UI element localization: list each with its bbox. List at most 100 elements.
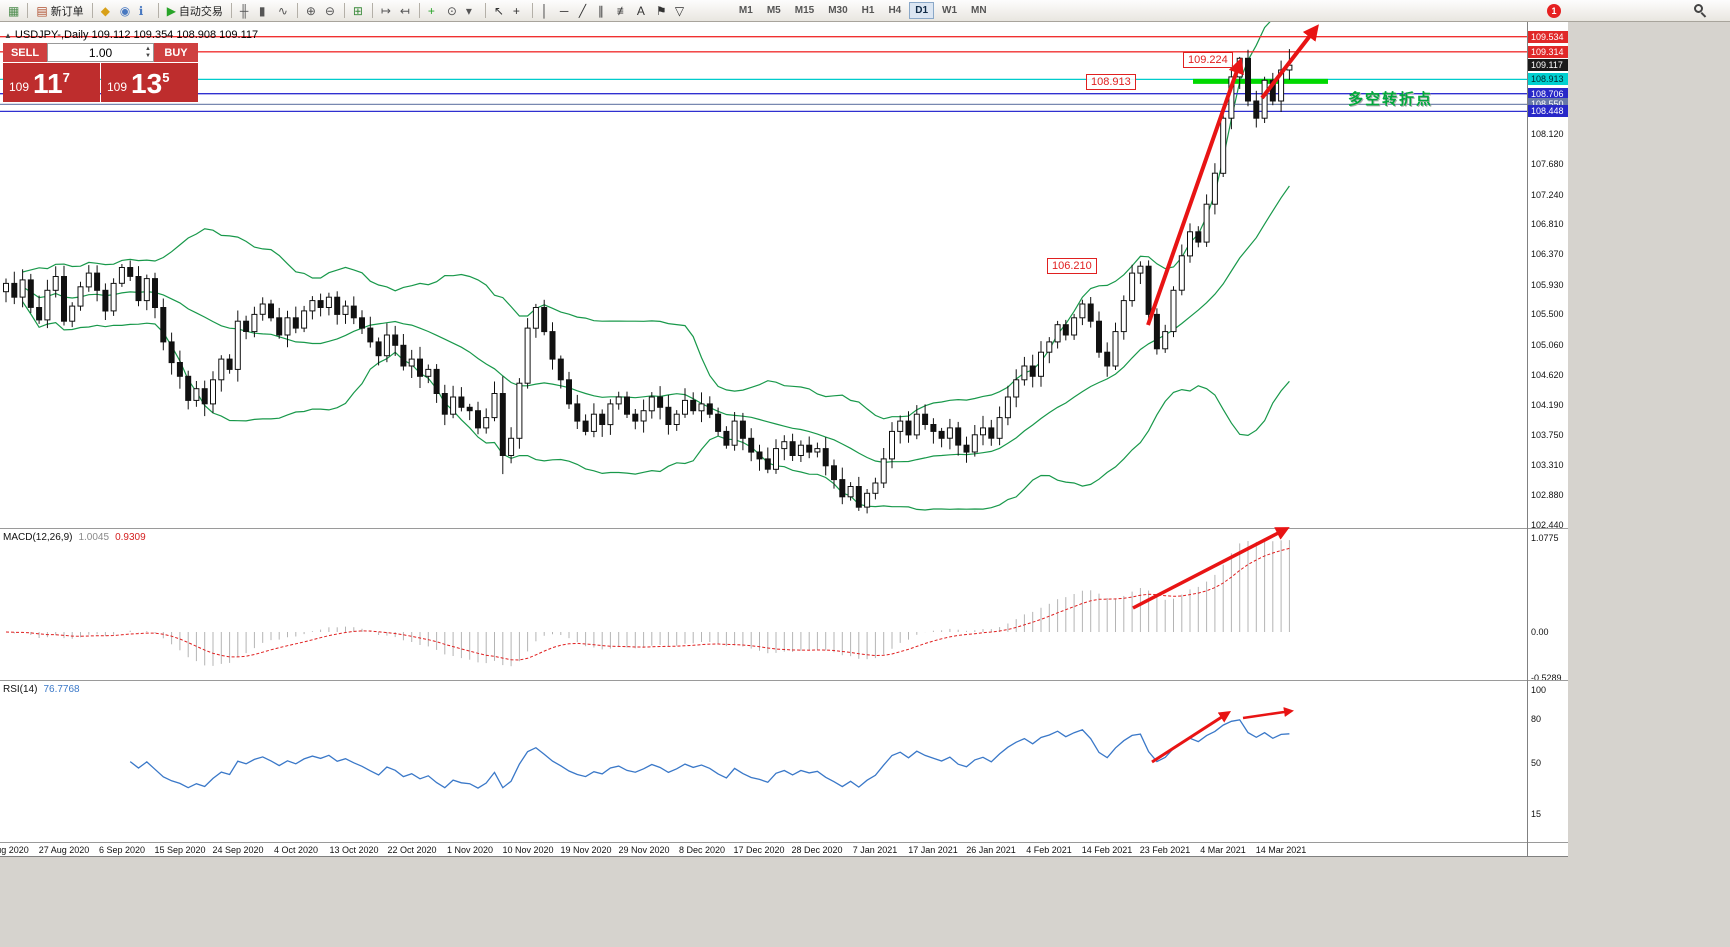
cursor-icon[interactable]: ↖ bbox=[490, 1, 509, 20]
date-label: 19 Nov 2020 bbox=[560, 845, 612, 855]
date-axis[interactable]: 8 Aug 2020 27 Aug 2020 6 Sep 2020 15 Sep 20… bbox=[0, 843, 1527, 856]
macd-signal-value: 0.9309 bbox=[115, 532, 146, 543]
timeframe-mn[interactable]: MN bbox=[971, 5, 987, 16]
vertical-line-icon[interactable]: │ bbox=[537, 1, 556, 20]
bar-chart-icon[interactable]: ╫ bbox=[236, 1, 255, 20]
new-chart-icon[interactable]: ▦ bbox=[4, 1, 23, 20]
zoom-in-icon[interactable]: ⊕ bbox=[302, 1, 321, 20]
candles-layer bbox=[3, 49, 1293, 514]
rsi-panel bbox=[129, 719, 1290, 789]
macd-name: MACD(12,26,9) bbox=[3, 532, 73, 543]
autotrade-button[interactable]: ▶ 自动交易 bbox=[163, 1, 227, 20]
price-axis-tick: 80 bbox=[1531, 714, 1542, 724]
timeframe-m15[interactable]: M15 bbox=[794, 5, 815, 16]
date-label: 26 Jan 2021 bbox=[966, 845, 1016, 855]
timeframe-m1[interactable]: M1 bbox=[738, 5, 753, 16]
chart-canvas[interactable] bbox=[0, 22, 1527, 857]
date-label: 15 Sep 2020 bbox=[154, 845, 206, 855]
horizontal-line-icon[interactable]: ─ bbox=[556, 1, 575, 20]
price-level-label[interactable]: 108.913 bbox=[1086, 74, 1136, 90]
timeframe-d1[interactable]: D1 bbox=[909, 2, 935, 19]
horizontal-line-icon-glyph: ─ bbox=[559, 3, 569, 18]
date-label: 4 Feb 2021 bbox=[1026, 845, 1072, 855]
timeframe-h1[interactable]: H1 bbox=[861, 5, 875, 16]
date-label: 27 Aug 2020 bbox=[38, 845, 90, 855]
toolbar-separator bbox=[91, 3, 93, 18]
date-label: 7 Jan 2021 bbox=[852, 845, 898, 855]
channel-icon[interactable]: ∥ bbox=[594, 1, 613, 20]
date-label: 24 Sep 2020 bbox=[212, 845, 264, 855]
search-icon[interactable] bbox=[1694, 4, 1708, 18]
price-axis-tick: 108.120 bbox=[1531, 129, 1564, 139]
volume-down-icon[interactable]: ▼ bbox=[145, 53, 151, 59]
axis-separator bbox=[1528, 680, 1568, 681]
price-axis-tick: 102.880 bbox=[1531, 490, 1564, 500]
timeframe-m5[interactable]: M5 bbox=[766, 5, 781, 16]
right-gutter bbox=[1568, 22, 1730, 947]
shapes-icon[interactable]: ▽ bbox=[671, 1, 690, 20]
tile-windows-icon[interactable]: ⊞ bbox=[349, 1, 368, 20]
price-level-label[interactable]: 109.224 bbox=[1183, 52, 1233, 68]
one-click-trade-panel: SELL 1.00 ▲ ▼ BUY 109 11 7 109 13 5 bbox=[3, 43, 198, 102]
price-axis-tick: 105.930 bbox=[1531, 280, 1564, 290]
charts-grid-icon[interactable]: ◆ bbox=[97, 1, 116, 20]
price-level-label[interactable]: 106.210 bbox=[1047, 258, 1097, 274]
vertical-line-icon-glyph: │ bbox=[540, 3, 549, 18]
date-label: 22 Oct 2020 bbox=[387, 845, 437, 855]
date-label: 8 Aug 2020 bbox=[0, 845, 29, 855]
line-chart-icon-glyph: ∿ bbox=[277, 3, 288, 18]
auto-scroll-icon[interactable]: ↦ bbox=[377, 1, 396, 20]
trendline-icon[interactable]: ╱ bbox=[575, 1, 594, 20]
price-axis-tick: 105.500 bbox=[1531, 309, 1564, 319]
rsi-label: RSI(14) 76.7768 bbox=[3, 684, 80, 695]
templates-icon[interactable]: ▾ bbox=[462, 1, 481, 20]
chart-shift-icon[interactable]: ↤ bbox=[396, 1, 415, 20]
sell-price-button[interactable]: 109 11 7 bbox=[3, 63, 100, 102]
volume-up-icon[interactable]: ▲ bbox=[145, 46, 151, 52]
profile-icon[interactable]: ◉ bbox=[116, 1, 135, 20]
candlestick-chart-icon[interactable]: ▮ bbox=[255, 1, 274, 20]
date-label: 17 Jan 2021 bbox=[908, 845, 958, 855]
buy-price-button[interactable]: 109 13 5 bbox=[101, 63, 198, 102]
price-axis-tick: 107.240 bbox=[1531, 190, 1564, 200]
date-label: 29 Nov 2020 bbox=[618, 845, 670, 855]
fibonacci-icon[interactable]: ≢ bbox=[613, 1, 633, 20]
info-icon[interactable]: ℹ bbox=[135, 1, 154, 20]
buy-button[interactable]: BUY bbox=[154, 43, 198, 62]
label-icon[interactable]: ⚑ bbox=[652, 1, 671, 20]
price-tag: 109.314 bbox=[1528, 46, 1568, 58]
notification-badge[interactable]: 1 bbox=[1547, 4, 1561, 18]
clock-icon[interactable]: ⊙ bbox=[443, 1, 462, 20]
candlestick-chart-icon-glyph: ▮ bbox=[258, 3, 266, 18]
new-order-button[interactable]: ▤ 新订单 bbox=[32, 1, 87, 20]
text-icon[interactable]: A bbox=[633, 1, 652, 20]
price-axis-tick: 103.750 bbox=[1531, 430, 1564, 440]
timeframe-w1[interactable]: W1 bbox=[942, 5, 958, 16]
crosshair-icon[interactable]: + bbox=[509, 1, 528, 20]
trend-arrows[interactable] bbox=[1132, 24, 1319, 764]
price-axis[interactable]: 108.120 107.680 107.240 106.810 106.370 105.9… bbox=[1527, 22, 1568, 856]
buy-price-prefix: 109 bbox=[107, 80, 128, 94]
uptick-icon: ▲ bbox=[4, 31, 12, 40]
toolbar-separator bbox=[296, 3, 298, 18]
price-axis-tick: 15 bbox=[1531, 809, 1542, 819]
fibonacci-icon-glyph: ≢ bbox=[616, 3, 629, 18]
quote-header: ▲ USDJPY-,Daily 109.112 109.354 108.908 1… bbox=[4, 29, 258, 41]
buy-price-pip: 5 bbox=[162, 70, 170, 85]
horizontal-level-lines[interactable] bbox=[0, 36, 1527, 113]
volume-stepper[interactable]: 1.00 ▲ ▼ bbox=[47, 43, 154, 62]
rsi-name: RSI(14) bbox=[3, 684, 38, 695]
templates-icon-glyph: ▾ bbox=[465, 3, 472, 18]
turning-point-text[interactable]: 多空转折点 bbox=[1348, 91, 1434, 108]
buy-price-big: 13 bbox=[131, 68, 163, 100]
sell-button[interactable]: SELL bbox=[3, 43, 47, 62]
toolbar-separator bbox=[230, 3, 232, 18]
add-indicator-icon[interactable]: + bbox=[424, 1, 443, 20]
timeframe-m30[interactable]: M30 bbox=[828, 5, 848, 16]
toolbar-separator bbox=[371, 3, 373, 18]
line-chart-icon[interactable]: ∿ bbox=[274, 1, 293, 20]
add-indicator-icon-glyph: + bbox=[427, 3, 435, 18]
sell-price-big: 11 bbox=[33, 68, 63, 100]
zoom-out-icon[interactable]: ⊖ bbox=[321, 1, 340, 20]
timeframe-h4[interactable]: H4 bbox=[888, 5, 902, 16]
